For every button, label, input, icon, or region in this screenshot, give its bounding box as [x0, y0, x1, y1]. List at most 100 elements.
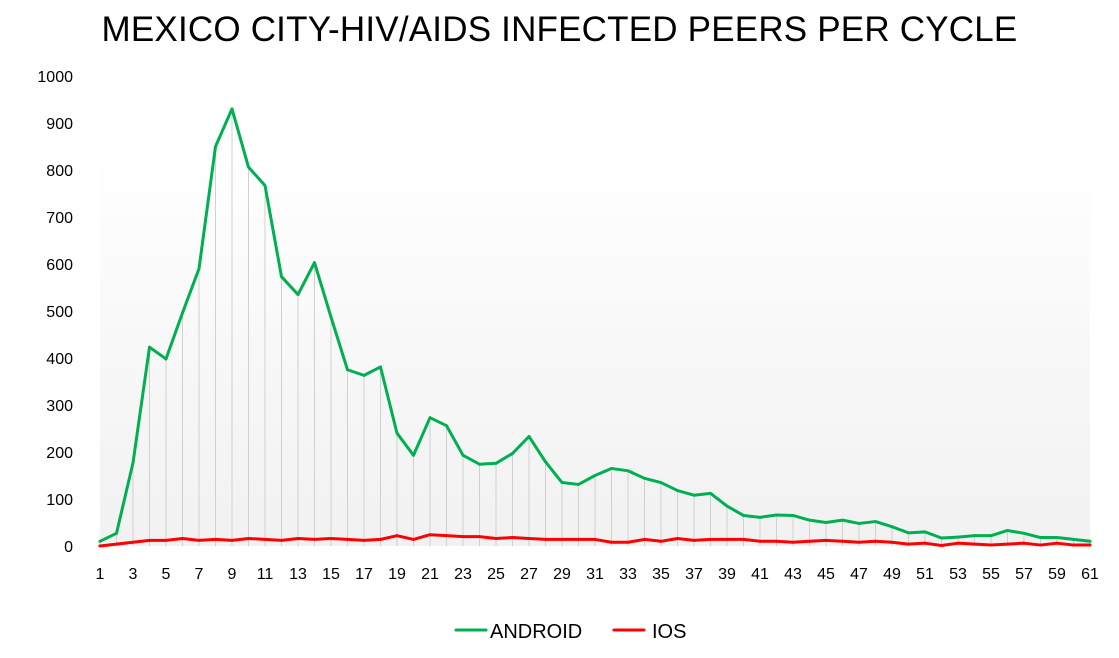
y-tick-label: 400: [46, 351, 73, 368]
data-point-ios: [461, 535, 465, 538]
data-point-android: [973, 534, 976, 538]
legend: ANDROID IOS: [454, 621, 686, 643]
x-tick-label: 25: [487, 566, 505, 583]
data-point-android: [131, 461, 135, 465]
x-tick-label: 29: [553, 566, 571, 583]
data-point-android: [725, 504, 729, 508]
data-point-android: [1072, 538, 1075, 541]
data-point-ios: [890, 540, 894, 544]
drop-lines: [99, 108, 1091, 546]
data-point-android: [791, 514, 795, 517]
data-point-ios: [593, 538, 597, 541]
data-point-ios: [527, 537, 531, 540]
data-point-android: [494, 461, 498, 465]
data-point-android: [742, 514, 745, 517]
data-point-android: [263, 184, 267, 187]
data-point-android: [148, 345, 151, 349]
data-point-android: [593, 474, 597, 477]
x-axis: 1 3 5 7 9 11 13 15 17 19 21 23 25 27 29 31 33 35 37 39 41 43 4…: [96, 566, 1099, 583]
x-tick-label: 33: [619, 566, 637, 583]
data-point-android: [313, 261, 316, 264]
data-point-android: [511, 452, 514, 455]
data-point-ios: [1088, 543, 1092, 547]
data-point-ios: [263, 538, 267, 541]
data-point-ios: [1039, 543, 1042, 547]
data-point-android: [890, 525, 894, 529]
y-tick-label: 700: [46, 210, 73, 227]
legend-label-ios: IOS: [652, 621, 686, 643]
x-tick-label: 61: [1081, 566, 1099, 583]
data-point-android: [610, 467, 613, 470]
y-tick-label: 200: [46, 445, 73, 462]
x-tick-label: 49: [883, 566, 901, 583]
data-point-ios: [775, 539, 778, 543]
x-tick-label: 41: [751, 566, 769, 583]
data-point-android: [412, 453, 415, 457]
data-point-ios: [98, 544, 102, 548]
data-point-android: [676, 489, 679, 492]
data-point-ios: [1072, 543, 1075, 547]
data-point-android: [775, 513, 778, 517]
data-point-ios: [395, 534, 399, 538]
data-point-ios: [626, 540, 630, 544]
y-tick-label: 900: [46, 116, 73, 133]
x-tick-label: 57: [1015, 566, 1033, 583]
data-point-ios: [296, 537, 300, 540]
data-point-android: [445, 424, 448, 428]
data-point-android: [1006, 529, 1009, 532]
data-point-ios: [230, 538, 234, 542]
data-point-android: [560, 481, 564, 484]
data-point-android: [544, 460, 547, 464]
x-tick-label: 55: [982, 566, 1000, 583]
data-point-ios: [758, 539, 762, 543]
data-point-android: [478, 462, 481, 466]
data-point-android: [956, 535, 960, 539]
data-point-android: [280, 275, 283, 279]
data-point-ios: [346, 538, 349, 541]
x-tick-label: 3: [129, 566, 138, 583]
data-point-android: [428, 416, 432, 420]
data-point-android: [577, 483, 580, 486]
data-point-ios: [313, 538, 316, 541]
data-point-android: [709, 491, 712, 495]
data-point-ios: [808, 539, 811, 543]
data-point-android: [164, 357, 168, 361]
data-point-android: [1022, 531, 1026, 535]
data-point-ios: [1055, 541, 1059, 545]
data-point-android: [1055, 536, 1059, 539]
data-point-ios: [560, 538, 564, 541]
data-point-android: [247, 165, 250, 169]
series-group: [98, 107, 1092, 548]
data-point-android: [626, 469, 630, 473]
data-point-ios: [428, 533, 432, 537]
data-point-ios: [247, 537, 250, 540]
data-point-ios: [791, 540, 795, 544]
data-point-ios: [115, 542, 118, 546]
data-point-ios: [494, 537, 498, 540]
data-point-android: [329, 315, 333, 319]
x-tick-label: 31: [586, 566, 604, 583]
x-tick-label: 37: [685, 566, 703, 583]
data-point-android: [758, 515, 762, 519]
data-point-ios: [989, 543, 993, 547]
data-point-ios: [214, 538, 217, 541]
data-point-android: [841, 518, 844, 522]
data-point-ios: [329, 537, 333, 540]
data-point-android: [907, 531, 910, 535]
data-point-ios: [874, 539, 877, 543]
x-tick-label: 43: [784, 566, 802, 583]
x-tick-label: 15: [322, 566, 340, 583]
x-tick-label: 53: [949, 566, 967, 583]
data-point-android: [808, 518, 811, 522]
data-point-android: [197, 267, 201, 271]
x-tick-label: 27: [520, 566, 538, 583]
x-tick-label: 11: [257, 566, 274, 583]
data-point-android: [1088, 539, 1092, 543]
data-point-android: [824, 521, 828, 524]
x-tick-label: 35: [652, 566, 670, 583]
x-tick-label: 9: [228, 566, 237, 583]
data-point-ios: [824, 538, 828, 542]
x-tick-label: 5: [162, 566, 171, 583]
y-tick-label: 500: [46, 304, 73, 321]
